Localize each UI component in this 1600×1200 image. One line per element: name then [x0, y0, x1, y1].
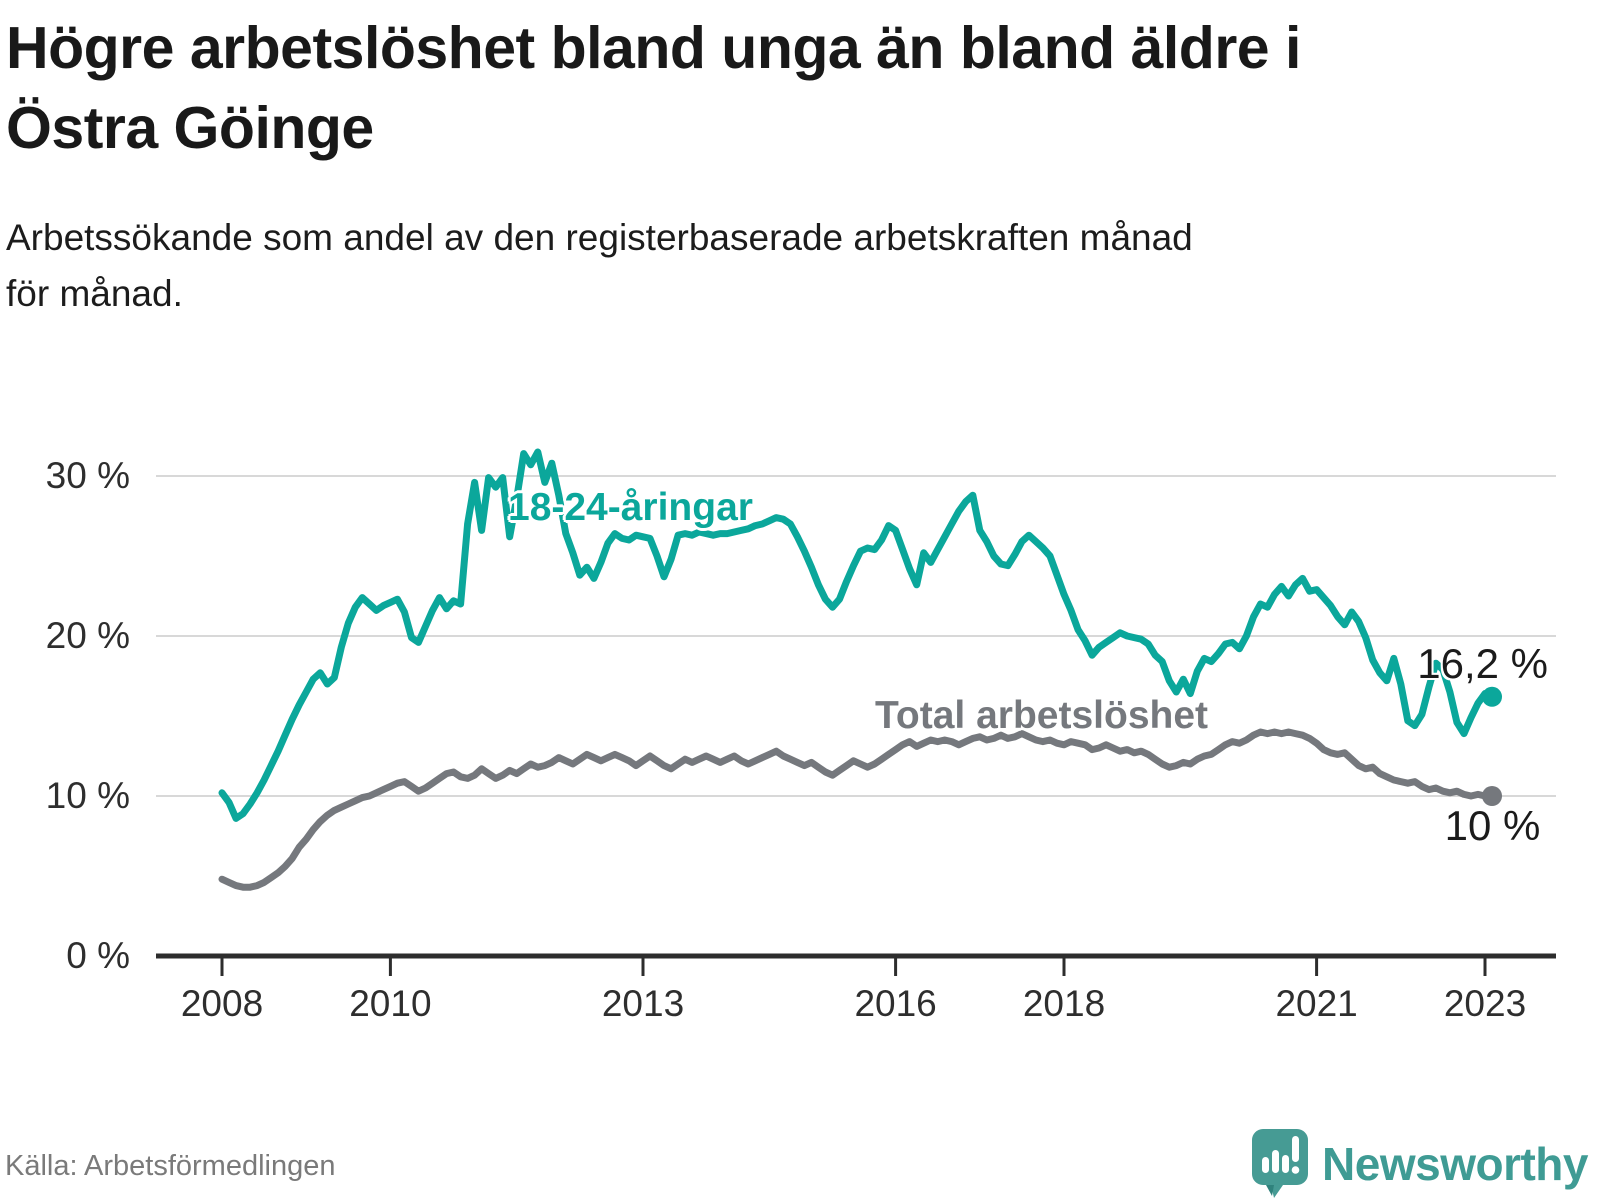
- series-label-youth: 18-24-åringar: [508, 486, 753, 529]
- x-tick-label: 2010: [349, 983, 432, 1024]
- page-subtitle: Arbetssökande som andel av den registerb…: [6, 210, 1566, 322]
- page-subtitle-line-1: Arbetssökande som andel av den registerb…: [6, 217, 1193, 258]
- y-tick-label: 30 %: [45, 455, 130, 496]
- speech-bubble-bar-chart-icon: [1252, 1129, 1309, 1198]
- page-title-line-1: Högre arbetslöshet bland unga än bland ä…: [6, 15, 1301, 81]
- source-note: Källa: Arbetsförmedlingen: [5, 1150, 336, 1182]
- brand-name: Newsworthy: [1322, 1138, 1588, 1190]
- y-tick-label: 20 %: [45, 615, 130, 656]
- x-tick-label: 2021: [1275, 983, 1358, 1024]
- series-end-dot-total: [1482, 786, 1503, 806]
- x-tick-label: 2018: [1022, 983, 1106, 1024]
- x-tick-label: 2016: [854, 983, 937, 1024]
- end-value-label-youth: 16,2 %: [1417, 640, 1548, 687]
- y-tick-label: 10 %: [45, 775, 130, 816]
- series-line-total: [218, 728, 1496, 891]
- series-end-dot-youth: [1482, 686, 1503, 707]
- brand-logo: Newsworthy: [1251, 1128, 1588, 1200]
- page-title-line-2: Östra Göinge: [6, 95, 374, 161]
- end-value-label-total: 10 %: [1444, 802, 1541, 849]
- x-tick-label: 2023: [1443, 983, 1527, 1024]
- x-tick-label: 2013: [601, 983, 685, 1024]
- page-title: Högre arbetslöshet bland unga än bland ä…: [6, 8, 1566, 168]
- page-subtitle-line-2: för månad.: [6, 273, 183, 314]
- series-line-youth: [218, 448, 1496, 822]
- x-tick-label: 2008: [180, 983, 264, 1024]
- series-label-total: Total arbetslöshet: [875, 694, 1209, 737]
- y-tick-label: 0 %: [66, 935, 130, 976]
